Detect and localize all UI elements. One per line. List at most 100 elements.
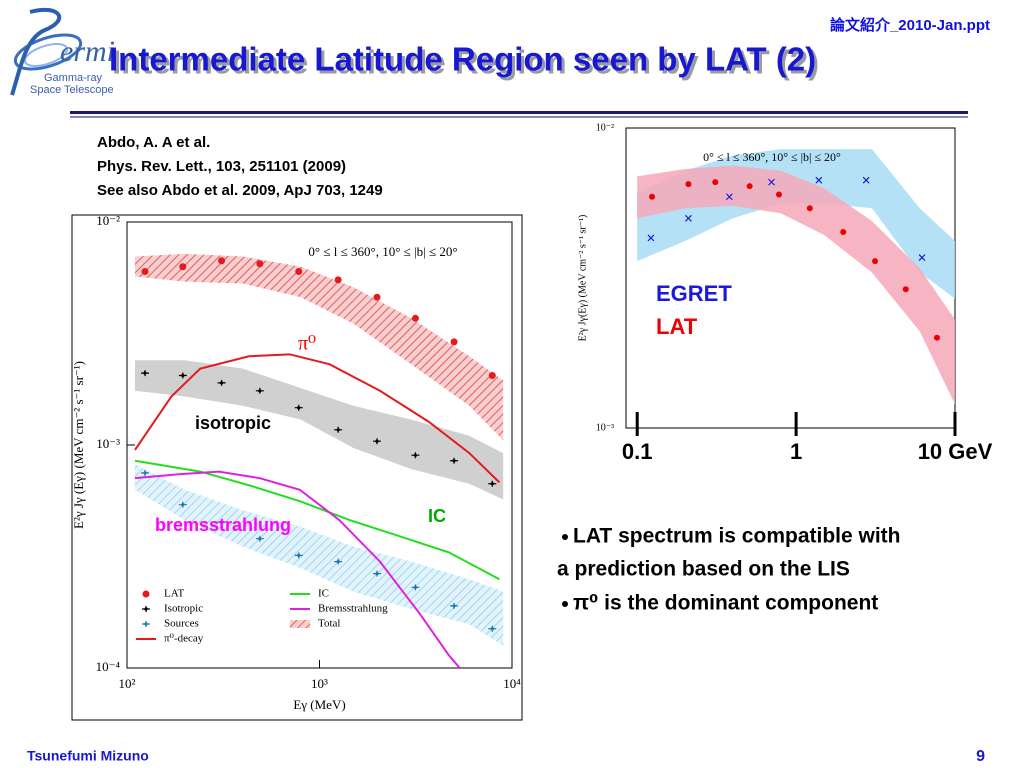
marker-dot (336, 560, 340, 564)
data-point (411, 314, 419, 322)
y-tick-label: 10⁻⁴ (96, 659, 121, 674)
data-point (142, 606, 150, 612)
marker-dot (258, 389, 262, 393)
data-point (450, 457, 459, 464)
y-tick-label: 10⁻² (96, 213, 120, 228)
series-line (134, 470, 461, 669)
annotation: bremsstrahlung (155, 515, 291, 535)
data-point (488, 480, 497, 487)
bullet-text: π⁰ is the dominant component (573, 592, 878, 615)
marker-x (862, 176, 870, 184)
marker-dot (181, 503, 185, 507)
data-point (918, 254, 926, 261)
legend-label: Sources (164, 618, 199, 630)
uncertainty-band (637, 165, 955, 405)
legend-label: π⁰-decay (164, 633, 204, 645)
annotation: 0° ≤ l ≤ 360°, 10° ≤ |b| ≤ 20° (703, 150, 841, 164)
title-rule (70, 116, 968, 118)
chart: 0.1 1 10 GeV 10⁻³ 10⁻² E²γ Jγ(Eγ) (MeV cm⁻² s… (577, 122, 992, 464)
data-point (255, 387, 264, 394)
band (134, 253, 504, 441)
marker-dot (490, 482, 494, 486)
annotation: π⁰ (298, 333, 316, 355)
uncertainty-band (134, 464, 504, 646)
data-point (725, 193, 733, 201)
marker-dot (452, 459, 456, 463)
y-tick-label: 10⁻³ (596, 422, 614, 433)
marker-dot (490, 627, 494, 631)
x-tick-label: 10² (119, 676, 136, 691)
bullet-text: a prediction based on the LIS (557, 558, 850, 581)
marker-dot (375, 439, 379, 443)
data-point (775, 191, 782, 198)
data-point (712, 179, 719, 186)
data-point (450, 602, 459, 609)
data-point (647, 234, 655, 242)
marker-x (647, 234, 655, 242)
logo-swirl (10, 7, 61, 96)
data-point (217, 519, 226, 526)
data-point (815, 176, 823, 184)
data-point (933, 334, 940, 341)
data-point (256, 260, 264, 268)
data-point (142, 621, 150, 627)
legend-label: IC (318, 588, 329, 600)
footer-author: Tsunefumi Mizuno (27, 748, 149, 764)
logo-swirl (13, 33, 83, 71)
marker-dot (181, 373, 185, 378)
x-axis-label: Eγ (MeV) (293, 697, 345, 712)
data-point (142, 590, 150, 598)
page-number: 9 (976, 748, 985, 765)
data-point (746, 183, 753, 190)
bullet-dot (562, 601, 568, 607)
title-shadow: Intermediate Latitude Region seen by LAT… (112, 44, 819, 81)
y-axis-label: E²γ Jγ(Eγ) (MeV cm⁻² s⁻¹ sr⁻¹) (577, 215, 588, 342)
citation-line: Phys. Rev. Lett., 103, 251101 (2009) (97, 158, 346, 175)
data-point (218, 257, 226, 265)
legend-label: Total (318, 618, 340, 630)
data-point (294, 552, 303, 559)
annotation: isotropic (195, 413, 271, 433)
x-tick-label: 10³ (311, 676, 328, 691)
bullets: LAT spectrum is compatible with a predic… (557, 525, 901, 615)
logo: ermi Gamma-ray Space Telescope (10, 7, 115, 96)
data-point (373, 570, 382, 577)
logo-line: Gamma-ray (44, 72, 103, 84)
marker-dot (143, 471, 147, 475)
marker-x (684, 214, 692, 222)
x-tick-label: 0.1 (622, 439, 653, 464)
data-point (334, 558, 343, 565)
marker-dot (143, 371, 147, 375)
x-tick-label: 1 (790, 439, 802, 464)
annotation: IC (428, 506, 446, 526)
marker-dot (297, 553, 301, 557)
data-point (450, 338, 458, 346)
data-point (141, 267, 149, 275)
data-point (140, 370, 149, 377)
data-point (334, 426, 343, 433)
marker-dot (144, 607, 148, 611)
data-point (488, 371, 496, 379)
chart: 10² 10³ 10⁴ 10⁻⁴ 10⁻³ 10⁻² Eγ (MeV) E²γ Jγ (Eγ)… (71, 213, 521, 712)
data-point (179, 263, 187, 271)
legend-label: LAT (164, 588, 184, 600)
data-point (255, 535, 264, 542)
data-point (768, 178, 775, 186)
marker-dot (297, 406, 301, 410)
data-point (806, 205, 813, 212)
bullet-text: LAT spectrum is compatible with (573, 525, 901, 548)
data-point (373, 438, 382, 445)
marker-dot (452, 604, 456, 608)
legend-label: EGRET (656, 281, 732, 306)
y-axis-label: E²γ Jγ (Eγ) (MeV cm⁻² s⁻¹ sr⁻¹) (71, 361, 86, 529)
data-point (178, 501, 187, 508)
title: Intermediate Latitude Region seen by LAT… (109, 41, 816, 78)
data-point (488, 625, 497, 632)
legend-label: LAT (656, 314, 698, 339)
y-tick-label: 10⁻³ (96, 436, 120, 451)
data-point (872, 258, 879, 265)
data-point (411, 584, 420, 591)
file-name: 論文紹介_2010-Jan.ppt (830, 16, 990, 34)
